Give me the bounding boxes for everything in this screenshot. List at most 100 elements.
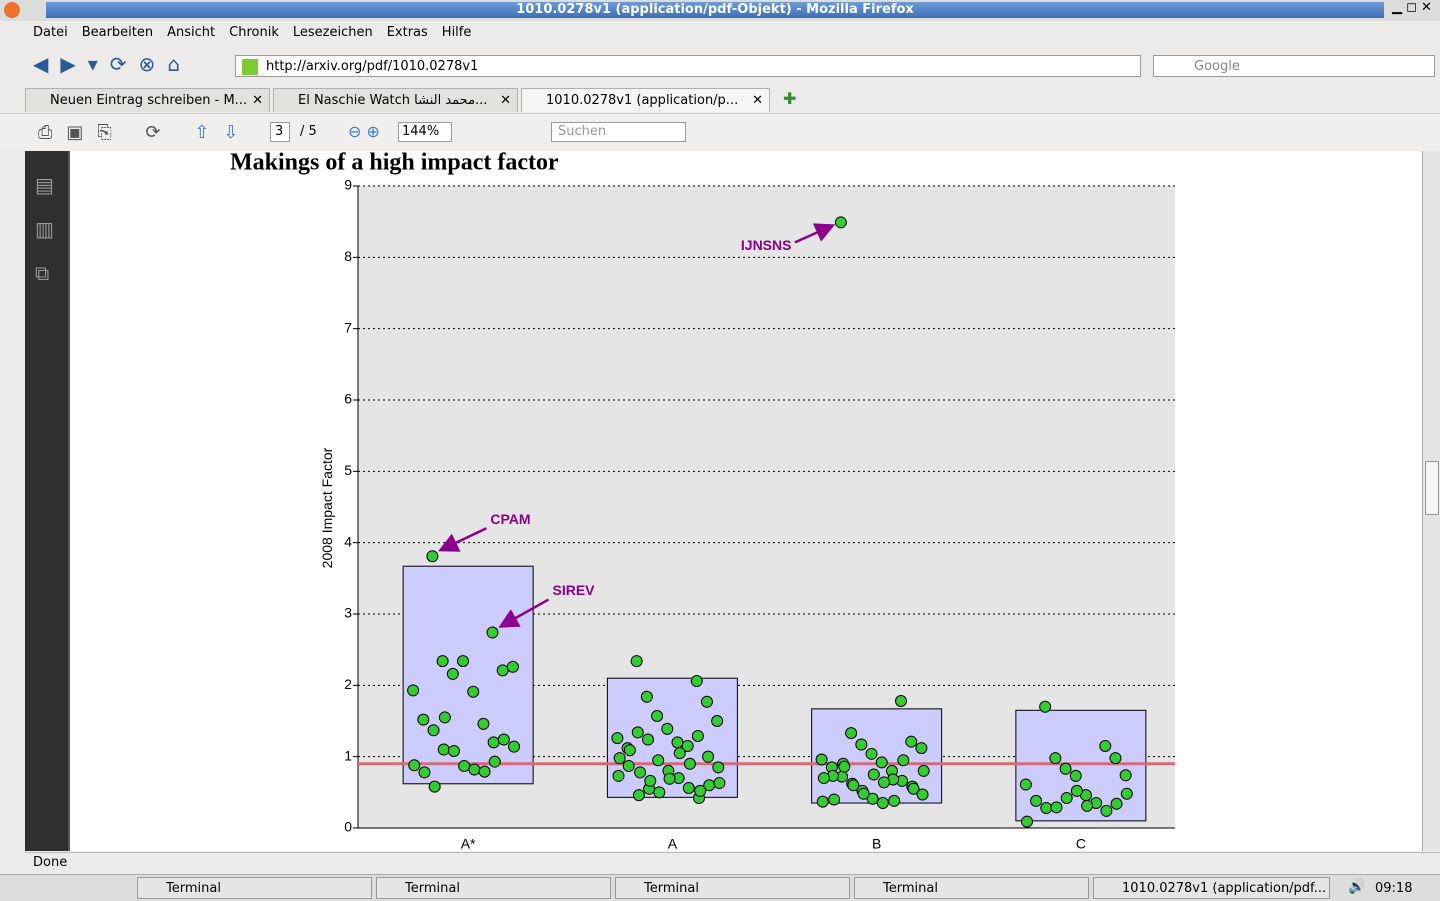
menu-item[interactable]: Ansicht — [167, 25, 216, 40]
point — [683, 757, 696, 770]
point — [631, 726, 644, 739]
point — [905, 735, 918, 748]
menu-item[interactable]: Lesezeichen — [292, 25, 373, 40]
point — [866, 792, 879, 805]
point — [875, 756, 888, 769]
tab[interactable]: 1010.0278v1 (application/p... ✕ — [521, 88, 770, 112]
url-bar[interactable]: http://arxiv.org/pdf/1010.0278v1 — [235, 55, 1141, 77]
y-tick-label: 4 — [344, 533, 352, 549]
nav-buttons[interactable]: ◀▶▾⟳⊗⌂ — [33, 52, 193, 76]
point — [644, 774, 657, 787]
tab-label: El Naschie Watch محمد النشا... — [298, 93, 488, 108]
point — [478, 765, 491, 778]
point — [917, 764, 930, 777]
point — [632, 789, 645, 802]
x-tick-label: C — [1076, 836, 1086, 851]
menu-item[interactable]: Chronik — [229, 25, 279, 40]
point — [1021, 815, 1034, 828]
tab[interactable]: El Naschie Watch محمد النشا... ✕ — [273, 88, 518, 112]
point — [651, 710, 664, 723]
point — [1059, 762, 1072, 775]
point — [694, 784, 707, 797]
point — [417, 713, 430, 726]
point — [634, 766, 647, 779]
point — [641, 733, 654, 746]
pdf-search[interactable]: Suchen — [551, 122, 686, 142]
point — [817, 772, 830, 785]
annotation-label: CPAM — [490, 511, 530, 527]
point — [487, 736, 500, 749]
tab[interactable]: Neuen Eintrag schreiben - M... ✕ — [25, 88, 270, 112]
search-box[interactable]: Google — [1153, 55, 1435, 77]
point — [1060, 792, 1073, 805]
point — [815, 753, 828, 766]
scrollbar[interactable] — [1422, 151, 1440, 851]
point — [895, 695, 908, 708]
point — [847, 779, 860, 792]
point — [845, 727, 858, 740]
zoom-select[interactable]: 144% — [398, 122, 452, 142]
point — [622, 759, 635, 772]
y-axis-label: 2008 Impact Factor — [319, 447, 335, 568]
point — [488, 755, 501, 768]
menu-item[interactable]: Datei — [33, 25, 68, 40]
point — [497, 733, 510, 746]
tab-close[interactable]: ✕ — [252, 93, 263, 108]
tab-close[interactable]: ✕ — [752, 93, 763, 108]
point — [428, 780, 441, 793]
point — [1120, 787, 1133, 800]
task-button[interactable]: Terminal — [615, 877, 850, 899]
scroll-thumb[interactable] — [1425, 461, 1439, 515]
x-tick-label: B — [872, 836, 881, 851]
point — [1039, 700, 1052, 713]
point — [418, 766, 431, 779]
annotation-arrow — [498, 598, 550, 628]
point — [865, 747, 878, 760]
point — [458, 759, 471, 772]
y-tick-label: 9 — [344, 177, 352, 193]
menu-item[interactable]: Bearbeiten — [81, 25, 154, 40]
point — [916, 788, 929, 801]
task-button[interactable]: Terminal — [376, 877, 611, 899]
point — [437, 743, 450, 756]
point — [828, 793, 841, 806]
window-controls[interactable]: ▁ ◻ ✕ — [1392, 0, 1432, 15]
point — [877, 776, 890, 789]
point — [1099, 739, 1112, 752]
point — [888, 794, 901, 807]
point — [438, 711, 451, 724]
toolbar-icons[interactable]: ⎙▣⎘ ⟳ ⇧⇩ — [38, 122, 253, 143]
sidebar: ▤ ▥ ⧉ — [25, 151, 68, 851]
zoom-buttons[interactable]: ⊖ ⊕ — [348, 122, 380, 141]
point — [816, 795, 829, 808]
y-tick-label: 8 — [344, 248, 352, 264]
annotation-arrow — [438, 527, 487, 552]
point — [612, 769, 625, 782]
menu-item[interactable]: Extras — [386, 25, 428, 40]
point — [1081, 799, 1094, 812]
volume[interactable]: 🔊 — [1348, 879, 1366, 895]
task-button[interactable]: Terminal — [854, 877, 1089, 899]
task-button[interactable]: 1010.0278v1 (application/pdf... — [1093, 877, 1330, 899]
chart-title: Makings of a high impact factor — [230, 151, 559, 176]
page-input[interactable]: 3 — [270, 122, 290, 142]
y-tick-label: 7 — [344, 319, 352, 335]
point — [702, 750, 715, 763]
point — [508, 740, 521, 753]
point — [467, 685, 480, 698]
point — [855, 738, 868, 751]
point — [477, 717, 490, 730]
point — [838, 760, 851, 773]
menu-item[interactable]: Hilfe — [441, 25, 472, 40]
new-tab[interactable]: ✚ — [783, 89, 797, 108]
tab-close[interactable]: ✕ — [500, 93, 511, 108]
tab-label: Neuen Eintrag schreiben - M... — [50, 93, 248, 108]
status-bar: Done — [25, 852, 1440, 873]
point — [857, 787, 870, 800]
title-bar: 1010.0278v1 (application/pdf-Objekt) - M… — [0, 0, 1440, 21]
x-tick-label: A* — [461, 836, 476, 851]
task-button[interactable]: Terminal — [137, 877, 372, 899]
point — [653, 786, 666, 799]
x-tick-label: A — [668, 836, 678, 851]
point — [1030, 794, 1043, 807]
